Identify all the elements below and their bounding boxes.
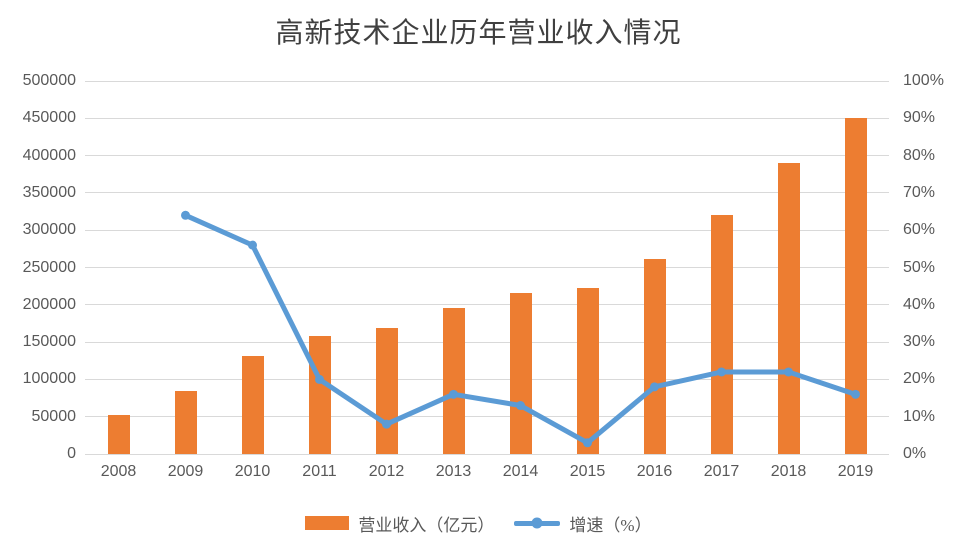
gridline (85, 117, 889, 119)
y-axis-label-left: 300000 (22, 221, 76, 239)
gridline (85, 341, 889, 343)
x-axis-label: 2012 (368, 463, 405, 480)
gridline (85, 304, 889, 306)
y-axis-label-left: 450000 (22, 109, 76, 127)
gridline (85, 192, 889, 194)
revenue-bar-2016 (643, 258, 666, 454)
revenue-bar-2019 (844, 117, 867, 454)
legend-growth-swatch (514, 517, 561, 529)
y-axis-label-right: 30% (903, 333, 936, 351)
legend-growth-label: 增速（%） (569, 515, 652, 535)
y-axis-label-left: 100000 (22, 370, 76, 388)
revenue-bar-2008 (107, 415, 130, 454)
x-axis-label: 2011 (302, 463, 337, 480)
legend: 营业收入（亿元） 增速（%） (0, 508, 957, 538)
y-axis-label-right: 50% (903, 258, 936, 276)
y-axis-label-left: 400000 (22, 146, 76, 164)
y-axis-label-left: 200000 (22, 295, 76, 313)
growth-line (181, 210, 860, 448)
x-axis-label: 2010 (234, 463, 271, 480)
revenue-bar-2015 (576, 288, 599, 454)
legend-growth-marker (531, 517, 543, 529)
y-axis-label-right: 60% (903, 221, 936, 239)
legend-revenue-label: 营业收入（亿元） (358, 515, 495, 535)
growth-point (516, 401, 525, 411)
y-axis-label-right: 10% (903, 407, 936, 425)
legend-item-revenue: 营业收入（亿元） (305, 511, 494, 536)
growth-point (784, 367, 793, 377)
x-axis-label: 2018 (770, 463, 807, 480)
growth-point (650, 382, 659, 392)
y-axis-label-right: 80% (903, 146, 936, 164)
y-axis-label-right: 70% (903, 183, 936, 201)
legend-revenue-swatch (305, 516, 350, 530)
gridline (85, 267, 889, 268)
growth-point (181, 210, 190, 220)
y-axis-label-left: 350000 (22, 183, 76, 201)
y-axis-label-left: 50000 (31, 407, 77, 425)
gridline (85, 155, 889, 157)
y-axis-label-left: 0 (67, 445, 76, 462)
y-axis-label-right: 40% (903, 295, 936, 313)
growth-point (851, 389, 860, 399)
x-axis-label: 2014 (502, 463, 539, 480)
gridline (85, 229, 889, 231)
x-axis-label: 2009 (167, 463, 204, 480)
x-axis-label: 2013 (435, 463, 472, 480)
revenue-bar-2018 (777, 163, 800, 454)
y-axis-label-left: 250000 (22, 258, 76, 276)
growth-point (583, 438, 592, 448)
y-axis-label-right: 20% (903, 370, 936, 388)
revenue-bar-2010 (241, 356, 264, 454)
x-axis-label: 2017 (703, 463, 740, 480)
x-axis-label: 2019 (837, 463, 874, 480)
growth-point (248, 240, 257, 250)
growth-point (717, 367, 726, 377)
y-axis-label-right: 90% (903, 109, 936, 127)
growth-point (449, 389, 458, 399)
x-axis-label: 2016 (636, 463, 673, 480)
chart-title: 高新技术企业历年营业收入情况 (275, 18, 682, 49)
revenue-bar-2014 (509, 292, 532, 454)
growth-point (315, 374, 324, 384)
gridline (85, 80, 889, 82)
gridline (85, 453, 889, 455)
x-axis-label: 2008 (100, 463, 137, 480)
x-axis-label: 2015 (569, 463, 606, 480)
revenue-bar-2009 (174, 391, 197, 454)
legend-item-growth: 增速（%） (514, 511, 652, 536)
y-axis-label-right: 0% (903, 445, 927, 462)
y-axis-label-left: 150000 (22, 333, 76, 351)
plot-area (85, 80, 889, 455)
gridline (85, 416, 889, 418)
revenue-bar-2013 (442, 307, 465, 454)
growth-point (382, 419, 391, 429)
gridline (85, 378, 889, 380)
revenue-bar-2017 (710, 215, 733, 454)
y-axis-label-left: 500000 (22, 72, 76, 89)
y-axis-label-right: 100% (903, 72, 944, 89)
